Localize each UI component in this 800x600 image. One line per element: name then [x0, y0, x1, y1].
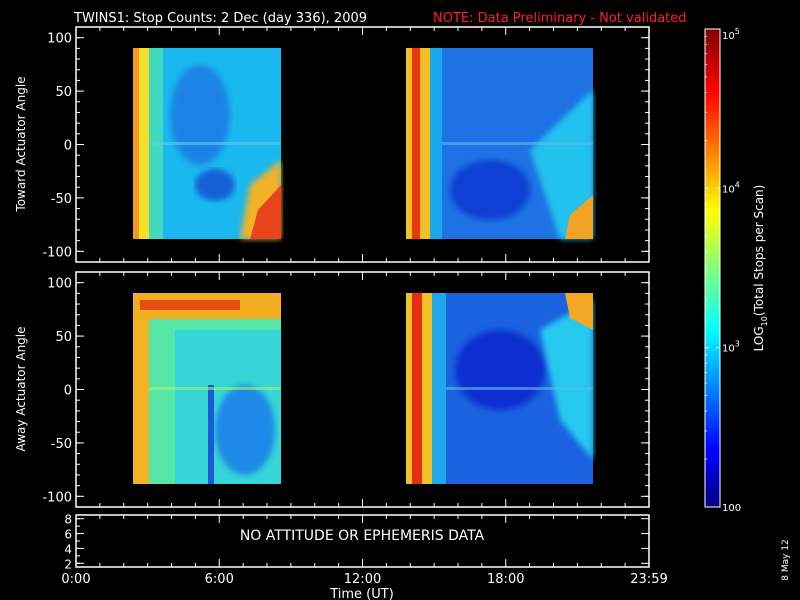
toward-block-2-edge-core	[412, 48, 420, 239]
colorbar-tick-label: 105	[722, 27, 740, 42]
away-panel	[133, 293, 593, 484]
away-ytick-label: -50	[51, 437, 72, 452]
toward-ytick-label: -100	[42, 245, 72, 260]
colorbar-tick-exp: 5	[735, 27, 740, 36]
toward-block-1-low	[170, 65, 230, 165]
colorbar-tick-exp: 4	[735, 180, 740, 189]
no-attitude-message: NO ATTITUDE OR EPHEMERIS DATA	[240, 528, 485, 544]
colorbar-tick-label: 103	[722, 340, 740, 355]
toward-block-2-zero-line	[442, 142, 593, 145]
x-tick-label: 6:00	[205, 572, 234, 587]
colorbar-frame	[704, 28, 721, 508]
away-block-2-hot-corner	[565, 293, 593, 330]
toward-block-2	[406, 48, 593, 239]
attitude-ytick-label: 4	[64, 542, 72, 556]
colorbar-tick-base: 10	[722, 31, 735, 42]
away-heatmap	[133, 293, 593, 484]
toward-block-2-low	[450, 160, 530, 220]
attitude-ytick-label: 6	[64, 528, 72, 542]
colorbar-tick-label: 100	[722, 503, 741, 514]
attitude-ytick-label: 8	[64, 513, 72, 527]
colorbar-tick-label: 104	[722, 180, 740, 195]
colorbar-label-sub: 10	[760, 316, 769, 326]
away-block-2-low	[455, 330, 545, 410]
date-stamp: 8 May 12	[781, 539, 791, 581]
x-tick-label: 23:59	[630, 572, 667, 587]
away-block-2	[406, 293, 593, 484]
toward-block-1-hot-core	[250, 185, 281, 239]
away-block-2-band	[432, 293, 446, 484]
colorbar-label-suffix: (Total Stops per Scan)	[752, 185, 766, 316]
away-block-2-edge-core	[412, 293, 422, 484]
away-block-2-zero-line	[446, 387, 593, 390]
toward-ytick-label: 50	[55, 85, 72, 100]
away-block-1-zero-line	[149, 387, 281, 390]
toward-panel	[133, 48, 593, 239]
toward-heatmap	[133, 48, 593, 239]
x-tick-label: 18:00	[487, 572, 524, 587]
away-block-2-cyan	[540, 300, 593, 460]
away-block-1-top-core	[140, 300, 240, 310]
toward-block-1-zero-line	[149, 142, 281, 145]
colorbar-gradient	[705, 29, 720, 507]
toward-block-2-hot-corner	[565, 195, 593, 239]
away-ytick-label: 50	[55, 330, 72, 345]
x-axis-label: Time (UT)	[329, 587, 394, 600]
away-ytick-label: 0	[64, 384, 72, 399]
attitude-ytick-label: 2	[64, 557, 72, 571]
figure-title: TWINS1: Stop Counts: 2 Dec (day 336), 20…	[73, 11, 367, 26]
toward-block-1	[133, 48, 281, 239]
away-ylabel: Away Actuator Angle	[14, 326, 28, 451]
away-block-1-stripe	[208, 385, 214, 484]
toward-ytick-label: -50	[51, 192, 72, 207]
colorbar-label: LOG10(Total Stops per Scan)	[752, 185, 769, 352]
toward-ylabel: Toward Actuator Angle	[14, 76, 28, 212]
away-ytick-label: -100	[42, 490, 72, 505]
colorbar-tick-exp: 3	[735, 340, 740, 349]
away-block-1	[133, 293, 281, 484]
toward-block-1-edge-core	[133, 48, 139, 239]
preliminary-note: NOTE: Data Preliminary - Not validated	[433, 11, 687, 26]
colorbar-tick-base: 10	[722, 184, 735, 195]
toward-block-2-band	[430, 48, 442, 239]
x-tick-label: 0:00	[61, 572, 90, 587]
toward-ytick-label: 0	[64, 139, 72, 154]
toward-block-1-low2	[195, 169, 235, 201]
colorbar-tick-base: 10	[722, 344, 735, 355]
colorbar-tick-base: 100	[722, 503, 741, 514]
toward-block-2-cyan	[530, 90, 593, 239]
x-tick-label: 12:00	[344, 572, 381, 587]
away-ytick-label: 100	[47, 277, 72, 292]
colorbar-label-prefix: LOG	[752, 326, 766, 351]
away-block-1-edge	[133, 293, 149, 484]
toward-ytick-label: 100	[47, 32, 72, 47]
away-block-1-low	[215, 385, 275, 475]
